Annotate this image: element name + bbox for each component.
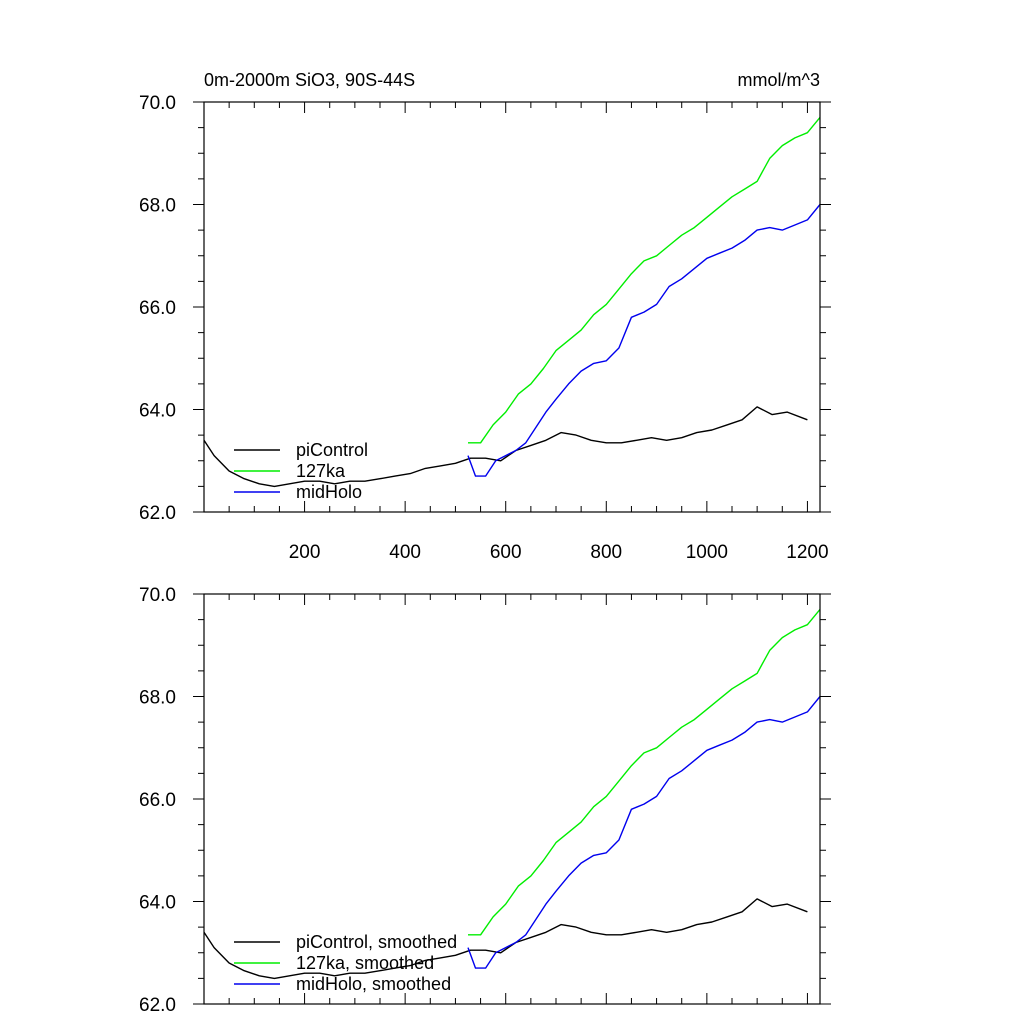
legend-label: 127ka [296,461,346,481]
y-tick-label: 70.0 [139,585,176,606]
series-lines [203,608,821,980]
y-tick-label: 70.0 [139,93,176,114]
legend-label: midHolo, smoothed [296,974,451,994]
x-tick-label: 1200 [786,542,828,563]
y-tick-label: 64.0 [139,893,176,914]
legend-label: 127ka, smoothed [296,953,434,973]
y-tick-label: 66.0 [139,298,176,319]
plot-frame [203,593,821,1005]
chart-title: 0m-2000m SiO3, 90S-44S [204,70,415,90]
series-line [467,204,821,477]
x-tick-label: 1000 [686,542,728,563]
top-chart-panel: 0m-2000m SiO3, 90S-44S mmol/m^3 62.0 64.0… [139,70,831,563]
y-tick-label: 68.0 [139,688,176,709]
y-tick-labels: 62.0 64.0 66.0 68.0 70.0 [139,585,176,1016]
series-line [203,406,808,488]
x-tick-label: 800 [590,542,622,563]
x-tick-label: 400 [389,542,421,563]
legend-label: midHolo [296,482,362,502]
legend-label: piControl, smoothed [296,932,457,952]
y-tick-label: 62.0 [139,503,176,524]
x-tick-label: 200 [289,542,321,563]
y-tick-label: 62.0 [139,995,176,1016]
x-tick-label: 600 [490,542,522,563]
legend-label: piControl [296,440,368,460]
y-tick-labels: 62.0 64.0 66.0 68.0 70.0 [139,93,176,524]
y-tick-label: 68.0 [139,196,176,217]
series-line [203,898,808,980]
x-tick-labels: 200 400 600 800 1000 1200 [289,542,829,563]
bottom-chart-panel: 62.0 64.0 66.0 68.0 70.0 piControl, smoothed… [139,585,831,1016]
series-lines [203,116,821,488]
tick-marks [193,101,831,513]
y-tick-label: 66.0 [139,790,176,811]
series-line [467,696,821,969]
units-label: mmol/m^3 [738,70,820,90]
tick-marks [193,593,831,1005]
plot-frame [203,101,821,513]
series-line [468,608,821,936]
y-tick-label: 64.0 [139,401,176,422]
series-line [468,116,821,444]
